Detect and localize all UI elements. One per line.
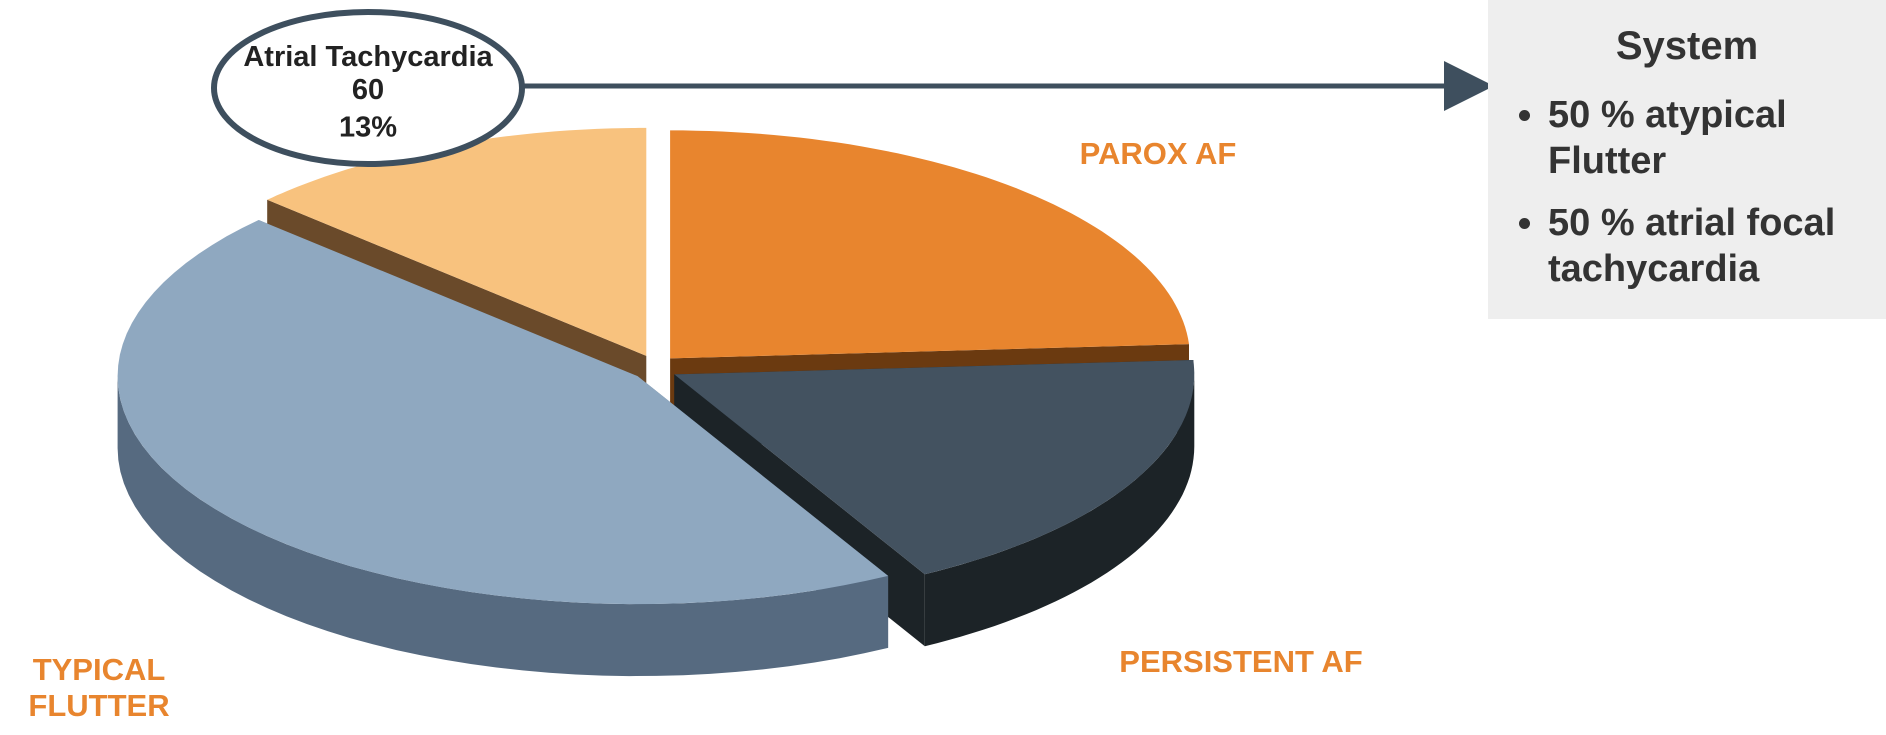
slice-label: Atrial Tachycardia 60 bbox=[243, 41, 493, 106]
bullet: 50 % atypical Flutter bbox=[1548, 92, 1878, 184]
slice bbox=[267, 127, 647, 356]
slice bbox=[117, 220, 889, 605]
slice-tops bbox=[117, 127, 1195, 605]
slice-label: TYPICAL FLUTTER bbox=[28, 652, 170, 723]
panel-list: 50 % atypical Flutter 50 % atrial focal … bbox=[1508, 92, 1878, 308]
slice-label: PAROX AF bbox=[1079, 136, 1237, 171]
slice bbox=[674, 360, 1195, 575]
slice bbox=[670, 130, 1189, 359]
slice-wall bbox=[117, 376, 889, 677]
slice-label: PERSISTENT AF bbox=[1119, 644, 1363, 679]
bullet: 50 % atrial focal tachycardia bbox=[1548, 200, 1878, 292]
slice-wall bbox=[924, 374, 1195, 647]
value-label: 13% bbox=[338, 111, 398, 144]
panel-heading: System bbox=[1615, 24, 1759, 68]
info-panel: System 50 % atypical Flutter 50 % atrial… bbox=[1488, 0, 1886, 319]
